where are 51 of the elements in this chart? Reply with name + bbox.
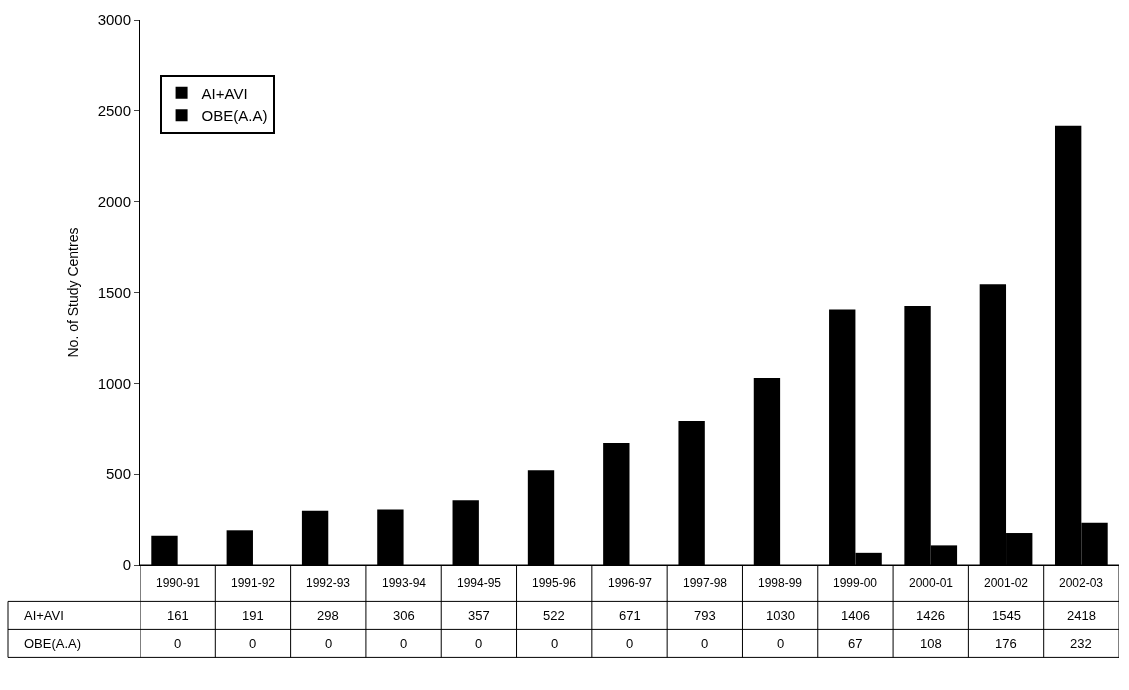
y-tick-label: 2000 <box>97 192 131 210</box>
data-label: 1030 <box>766 608 795 623</box>
data-label: 2418 <box>1067 608 1096 623</box>
x-tick-label: 1991-92 <box>231 576 276 590</box>
text: AI+AVI <box>24 608 64 623</box>
x-tick-label: 2001-02 <box>984 576 1029 590</box>
data-label: 0 <box>777 636 785 651</box>
x-tick-label: 1995-96 <box>532 576 577 590</box>
data-label: 0 <box>249 636 257 651</box>
data-label: 0 <box>400 636 408 651</box>
x-tick-label: 1992-93 <box>306 576 351 590</box>
y-axis-title: No. of Study Centres <box>65 227 82 358</box>
x-tick-label: 2000-01 <box>909 576 954 590</box>
data-label: 793 <box>694 608 716 623</box>
data-label: 671 <box>619 608 641 623</box>
x-tick-label: 1999-00 <box>833 576 878 590</box>
x-tick-label: 1996-97 <box>608 576 653 590</box>
x-tick-label: 1998-99 <box>758 576 803 590</box>
data-label: 1406 <box>841 608 870 623</box>
data-label: 1545 <box>992 608 1021 623</box>
y-tick-label: 500 <box>105 465 131 483</box>
y-tick-label: 1000 <box>97 374 131 392</box>
x-tick-label: 1993-94 <box>382 576 427 590</box>
data-label: 0 <box>551 636 559 651</box>
data-label: 298 <box>317 608 339 623</box>
data-label: 176 <box>995 636 1017 651</box>
x-tick-label: 1990-91 <box>156 576 201 590</box>
text: OBE(A.A) <box>24 636 82 651</box>
data-label: 357 <box>468 608 490 623</box>
y-tick-label: 1500 <box>97 283 131 301</box>
data-label: 0 <box>701 636 709 651</box>
data-label: 0 <box>174 636 182 651</box>
legend-label: AI+AVI <box>201 84 248 102</box>
data-label: 191 <box>242 608 264 623</box>
data-label: 306 <box>393 608 415 623</box>
data-label: 0 <box>626 636 634 651</box>
data-label: 232 <box>1070 636 1092 651</box>
x-tick-label: 1997-98 <box>683 576 728 590</box>
data-label: 67 <box>848 636 863 651</box>
y-tick-label: 0 <box>122 556 131 574</box>
data-label: 161 <box>167 608 189 623</box>
y-tick-label: 2500 <box>97 102 131 120</box>
legend-label: OBE(A.A) <box>201 107 268 125</box>
data-label: 522 <box>543 608 565 623</box>
data-label: 0 <box>475 636 483 651</box>
x-tick-label: 1994-95 <box>457 576 502 590</box>
data-label: 1426 <box>916 608 945 623</box>
data-label: 0 <box>325 636 333 651</box>
x-tick-label: 2002-03 <box>1059 576 1104 590</box>
y-tick-label: 3000 <box>97 11 131 29</box>
data-label: 108 <box>920 636 942 651</box>
